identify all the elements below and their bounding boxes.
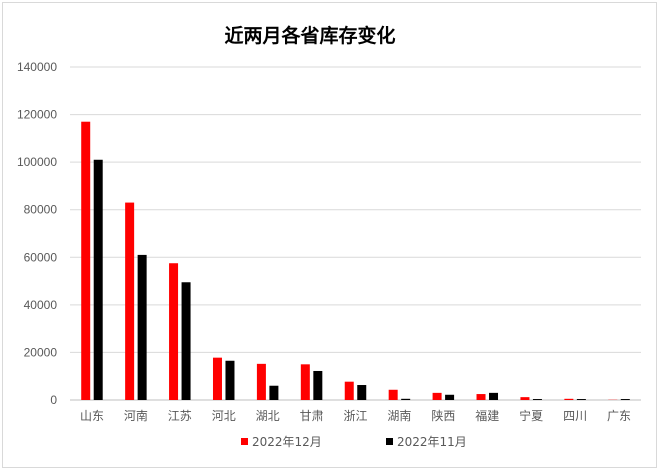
x-category-label: 江苏 [168,409,192,423]
bar-dec [432,392,442,400]
bars [81,121,630,400]
legend-swatch [241,438,248,445]
bar-nov [181,282,191,400]
legend: 2022年12月 2022年11月 [241,435,467,449]
x-category-label: 山东 [80,409,104,423]
legend-label: 2022年12月 [252,435,322,449]
x-axis-categories: 山东 河南 江苏 河北 湖北 甘肃 浙江 湖南 陕西 福建 宁夏 四川 广东 [80,408,631,423]
x-category-label: 河南 [124,408,148,423]
bar-dec [476,394,486,400]
legend-label: 2022年11月 [397,435,467,449]
y-tick-label: 40000 [24,298,58,312]
bar-nov [620,399,630,400]
bar-nov [313,370,323,400]
x-category-label: 浙江 [343,409,367,423]
y-axis-ticks: 0 20000 40000 60000 80000 100000 120000 140000 [17,60,57,407]
bar-nov [137,254,147,400]
legend-swatch [386,438,393,445]
bar-nov [269,385,279,400]
y-tick-label: 140000 [17,60,57,74]
bar-nov [532,399,542,400]
x-category-label: 湖北 [256,408,280,423]
bar-nov [489,392,499,400]
bar-dec [81,121,91,400]
bar-dec [564,398,574,400]
bar-nov [401,398,411,400]
x-category-label: 福建 [475,408,499,423]
y-tick-label: 20000 [24,345,58,359]
x-category-label: 宁夏 [519,408,543,423]
bar-nov [357,385,367,400]
bar-nov [576,399,586,400]
x-category-label: 河北 [212,409,236,423]
bar-dec [169,263,179,400]
chart-frame [2,2,657,468]
bar-nov [93,159,103,400]
gridlines [70,66,641,401]
bar-dec [520,397,530,400]
chart-title: 近两月各省库存变化 [224,24,395,47]
x-category-label: 广东 [607,409,631,423]
bar-nov [445,394,455,400]
bar-dec [125,202,135,400]
bar-dec [256,363,266,400]
bar-dec [344,381,354,400]
y-tick-label: 120000 [17,108,57,122]
x-category-label: 陕西 [431,408,455,423]
x-category-label: 四川 [563,409,587,423]
y-tick-label: 60000 [24,250,58,264]
bar-dec [300,364,310,400]
x-category-label: 湖南 [387,408,411,423]
bar-nov [225,360,235,400]
x-category-label: 甘肃 [300,409,324,423]
y-tick-label: 0 [50,393,57,407]
y-tick-label: 80000 [24,203,58,217]
bar-dec [212,357,222,400]
y-tick-label: 100000 [17,155,57,169]
bar-dec [388,389,398,400]
